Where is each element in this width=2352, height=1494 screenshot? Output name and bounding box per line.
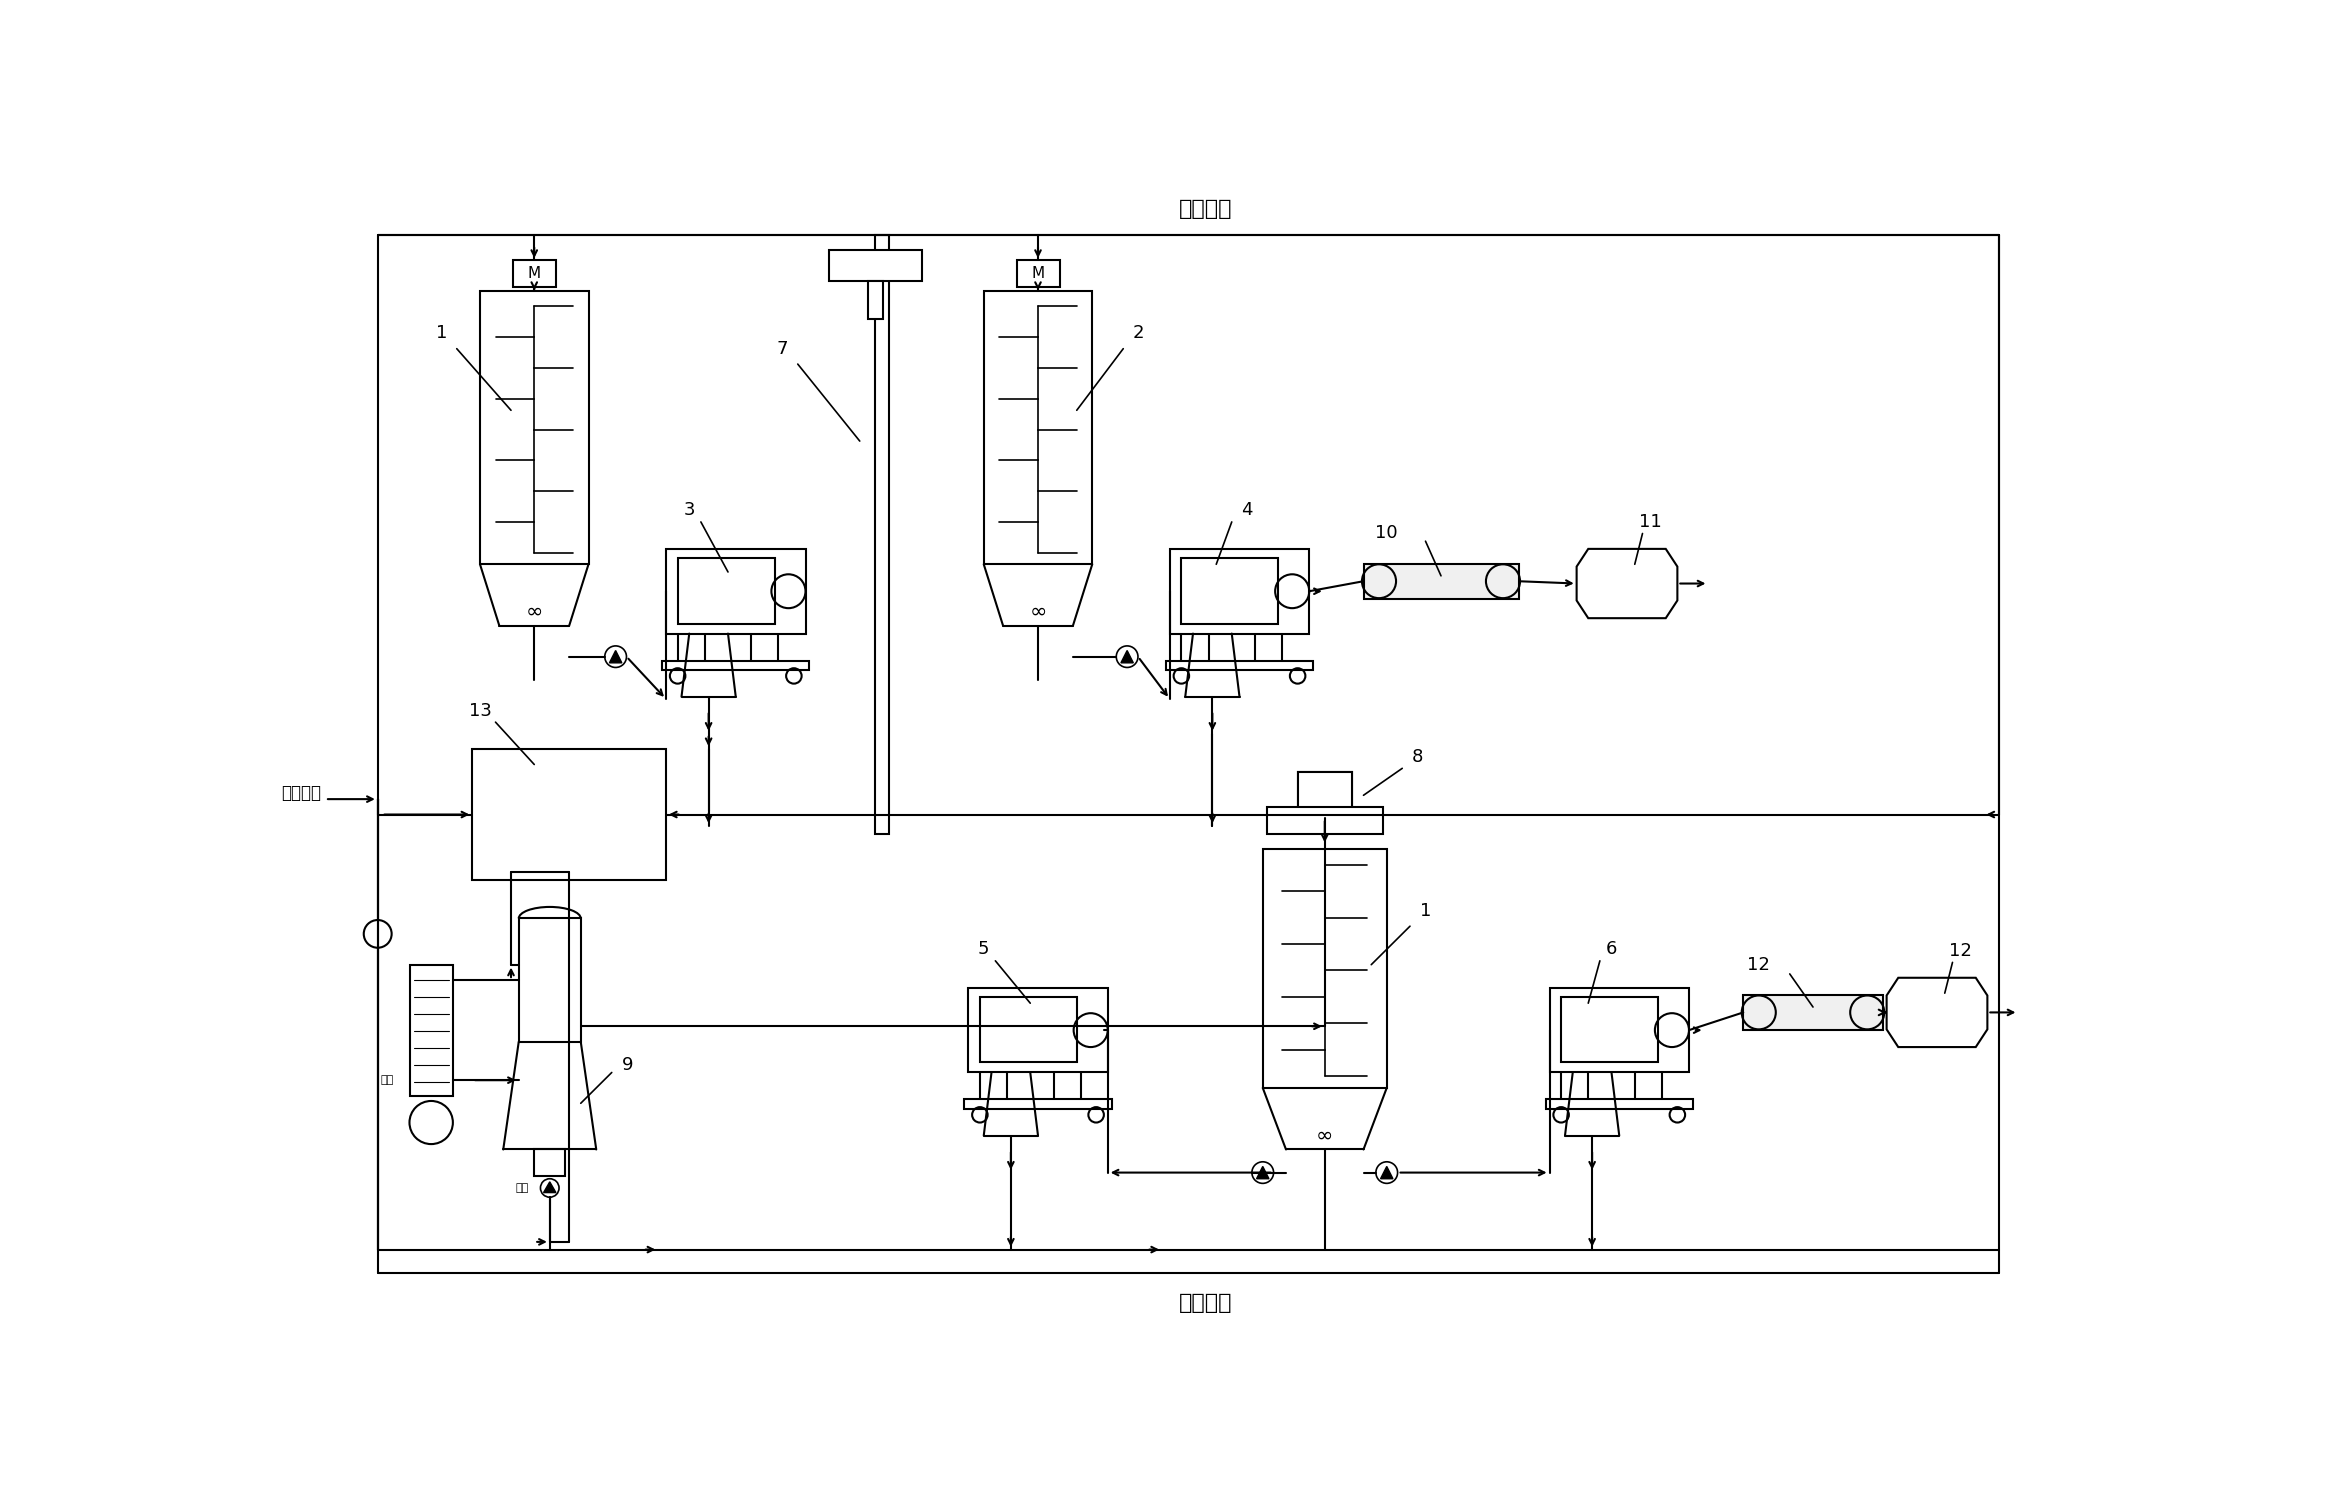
- Text: M: M: [527, 266, 541, 281]
- Polygon shape: [1886, 977, 1987, 1047]
- Text: 回收盐液: 回收盐液: [1178, 1294, 1232, 1313]
- Text: 6: 6: [1606, 940, 1618, 958]
- Bar: [969, 988, 1108, 1073]
- Text: 2: 2: [1134, 324, 1145, 342]
- Bar: [828, 249, 922, 281]
- Bar: [513, 260, 555, 287]
- Text: 13: 13: [468, 702, 492, 720]
- Text: 进料: 进料: [381, 1076, 393, 1085]
- Bar: [520, 919, 581, 1041]
- Bar: [663, 660, 809, 669]
- Text: 12: 12: [1950, 941, 1971, 959]
- Text: 9: 9: [621, 1056, 633, 1074]
- Text: 12: 12: [1748, 956, 1771, 974]
- Bar: [1550, 988, 1689, 1073]
- Text: 3: 3: [684, 502, 694, 520]
- Text: 8: 8: [1411, 748, 1423, 766]
- Bar: [534, 1149, 564, 1176]
- Text: 生产母液: 生产母液: [282, 784, 322, 802]
- Bar: [875, 235, 889, 834]
- Bar: [868, 281, 882, 320]
- Bar: [1545, 1100, 1693, 1109]
- Bar: [981, 996, 1077, 1062]
- Bar: [1167, 660, 1312, 669]
- Bar: [983, 291, 1091, 565]
- Bar: [1169, 548, 1310, 633]
- Polygon shape: [1381, 1167, 1392, 1179]
- Text: 循环母液: 循环母液: [1178, 199, 1232, 218]
- Polygon shape: [543, 1182, 555, 1192]
- Bar: [1562, 996, 1658, 1062]
- Polygon shape: [609, 650, 621, 663]
- Text: 1: 1: [1421, 902, 1430, 920]
- Bar: [1298, 772, 1352, 819]
- Polygon shape: [1122, 650, 1134, 663]
- Text: 4: 4: [1242, 502, 1254, 520]
- Text: 阀门: 阀门: [515, 1183, 529, 1194]
- Bar: [677, 559, 774, 623]
- Polygon shape: [1256, 1167, 1270, 1179]
- Bar: [666, 548, 804, 633]
- Text: 1: 1: [435, 324, 447, 342]
- Text: M: M: [1033, 266, 1044, 281]
- Text: ∞: ∞: [1030, 602, 1047, 622]
- Text: 10: 10: [1376, 524, 1397, 542]
- Bar: [1743, 995, 1882, 1031]
- Bar: [1016, 260, 1061, 287]
- Text: ∞: ∞: [524, 602, 543, 622]
- Bar: [409, 965, 454, 1095]
- Text: 5: 5: [978, 940, 990, 958]
- Text: ∞: ∞: [1317, 1125, 1334, 1146]
- Bar: [964, 1100, 1112, 1109]
- Bar: [480, 291, 588, 565]
- Polygon shape: [1576, 548, 1677, 619]
- Bar: [1181, 559, 1277, 623]
- Text: 7: 7: [776, 339, 788, 357]
- Bar: [1298, 772, 1352, 811]
- Bar: [473, 748, 666, 880]
- Bar: [1268, 807, 1383, 834]
- Bar: [1364, 565, 1519, 599]
- Bar: [1263, 849, 1388, 1088]
- Text: 11: 11: [1639, 512, 1661, 530]
